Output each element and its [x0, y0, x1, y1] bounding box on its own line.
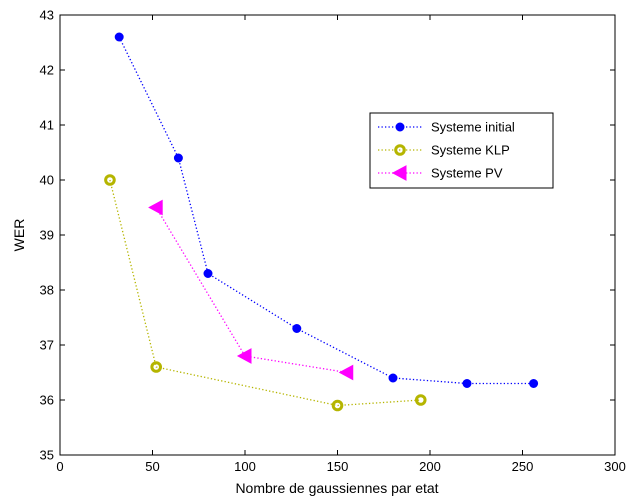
data-point — [150, 361, 162, 373]
series-2 — [104, 174, 427, 412]
x-tick-label: 150 — [327, 459, 349, 474]
legend-marker — [391, 165, 407, 181]
y-tick-label: 39 — [40, 228, 54, 243]
axes-layer: 0 50 100 150 200 250 300 35 36 37 38 39 40 41 42 43 — [40, 8, 626, 475]
y-tick-label: 38 — [40, 283, 54, 298]
y-tick-label: 36 — [40, 393, 54, 408]
y-tick-label: 37 — [40, 338, 54, 353]
series-3 — [148, 199, 354, 381]
legend-entry: Systeme KLP — [378, 143, 510, 158]
data-point — [331, 399, 344, 412]
data-point — [338, 364, 354, 381]
data-point — [292, 324, 302, 333]
x-tick-label: 100 — [234, 459, 256, 474]
y-tick-label: 40 — [40, 173, 54, 188]
plot-area — [60, 15, 615, 455]
data-point — [148, 199, 163, 216]
legend-entry: Systeme initial — [378, 120, 515, 135]
x-axis-label: Nombre de gaussiennes par etat — [235, 480, 438, 496]
x-tick-label: 250 — [512, 459, 534, 474]
x-tick-label: 0 — [56, 459, 63, 474]
data-point — [236, 348, 252, 364]
x-tick-label: 50 — [145, 459, 159, 474]
data-point — [203, 269, 213, 278]
x-tick-label: 300 — [604, 459, 626, 474]
y-tick-label: 42 — [40, 63, 54, 78]
legend-label: Systeme KLP — [431, 143, 510, 158]
data-point — [114, 32, 124, 42]
data-point — [414, 394, 427, 406]
y-tick-label: 43 — [40, 8, 54, 23]
legend-marker — [394, 144, 406, 156]
data-point — [529, 379, 539, 388]
x-tick-label: 200 — [419, 459, 441, 474]
data-point — [462, 379, 472, 388]
series-1 — [114, 32, 539, 388]
y-axis-label: WER — [11, 219, 27, 252]
legend-marker — [395, 122, 405, 132]
legend-label: Systeme initial — [431, 120, 515, 135]
y-tick-label: 35 — [40, 448, 54, 463]
data-point — [104, 174, 116, 186]
legend-entry: Systeme PV — [378, 165, 503, 181]
series-layer — [104, 32, 539, 412]
legend-label: Systeme PV — [431, 166, 503, 181]
legend: Systeme initial Systeme KLP Systeme PV — [369, 112, 554, 189]
data-point — [173, 153, 183, 163]
data-point — [388, 373, 398, 383]
y-tick-label: 41 — [40, 118, 54, 133]
series-line — [155, 207, 347, 374]
